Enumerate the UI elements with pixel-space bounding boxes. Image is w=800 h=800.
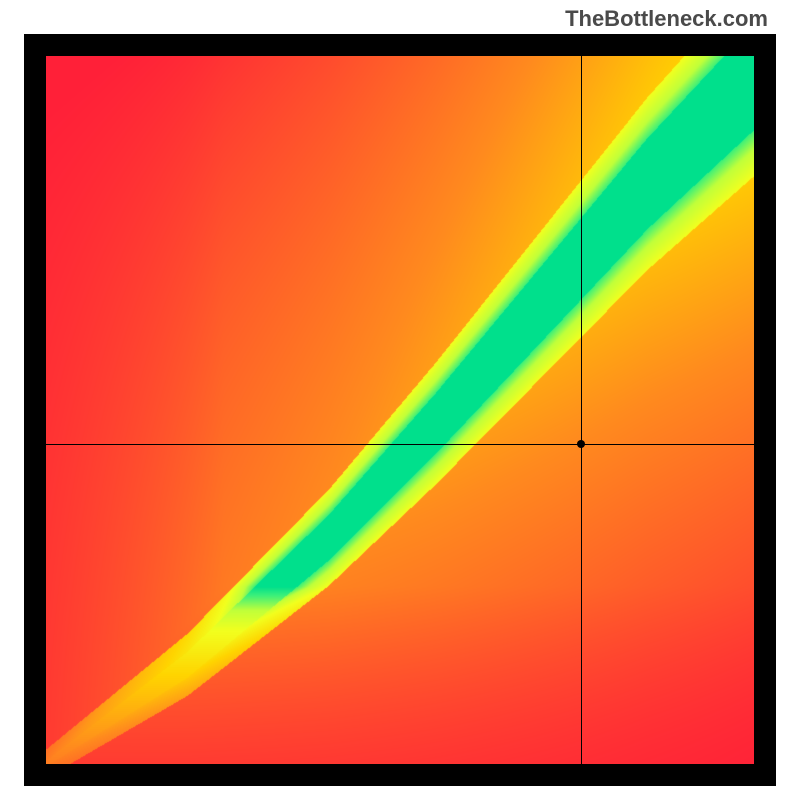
chart-container: TheBottleneck.com bbox=[0, 0, 800, 800]
crosshair-horizontal bbox=[46, 444, 754, 445]
crosshair-marker bbox=[577, 440, 585, 448]
chart-frame bbox=[24, 34, 776, 786]
watermark-text: TheBottleneck.com bbox=[565, 6, 768, 32]
crosshair-vertical bbox=[581, 56, 582, 764]
bottleneck-heatmap bbox=[46, 56, 754, 764]
